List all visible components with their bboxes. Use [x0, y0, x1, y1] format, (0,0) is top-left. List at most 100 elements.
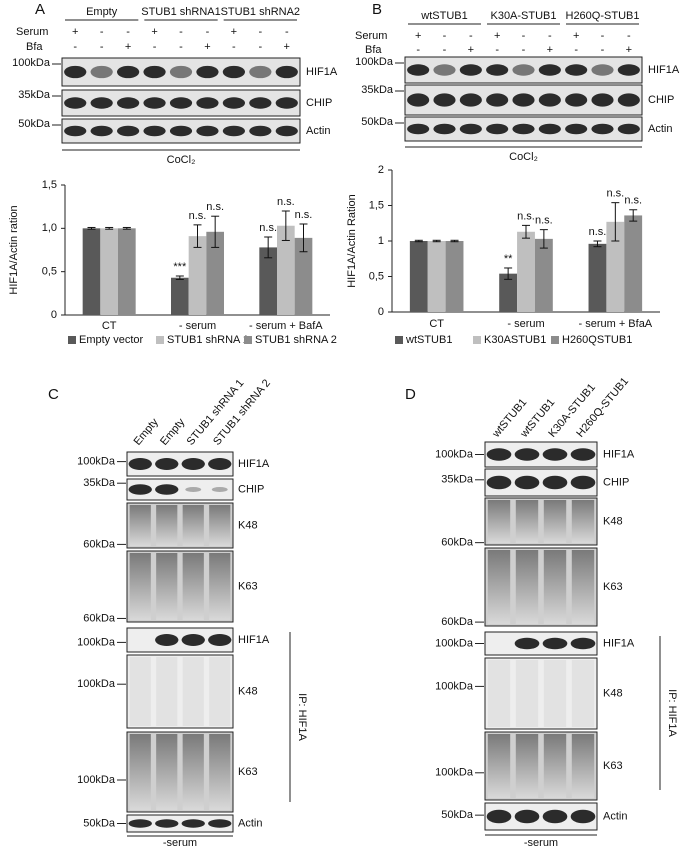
- blot-smear: [487, 500, 511, 543]
- bar: [294, 237, 313, 315]
- blot-label: Actin: [306, 125, 330, 137]
- bar: [171, 277, 189, 315]
- error-bar: [432, 239, 441, 243]
- blot-smear: [156, 734, 178, 810]
- error-bar: [264, 236, 273, 259]
- blot-band: [117, 97, 140, 109]
- blot-band: [143, 97, 166, 109]
- y-tick-label: 1,0: [42, 222, 57, 234]
- blot-label: HIF1A: [648, 64, 680, 76]
- bar: [624, 215, 643, 312]
- blot-band: [542, 475, 568, 490]
- group-label: wtSTUB1: [420, 10, 467, 22]
- condition-sign: -: [522, 44, 526, 56]
- error-bar: [87, 226, 96, 230]
- condition-sign: +: [72, 26, 78, 38]
- x-tick-label: CT: [429, 318, 444, 330]
- significance-label: n.s.: [606, 188, 624, 200]
- blot-band: [143, 125, 166, 137]
- blot-smear: [156, 553, 178, 620]
- blot-band: [90, 125, 113, 137]
- bar: [534, 238, 553, 312]
- blot-label: HIF1A: [238, 634, 270, 646]
- blot-label: HIF1A: [238, 458, 270, 470]
- group-label: K30A-STUB1: [490, 10, 556, 22]
- blot-band: [514, 637, 540, 650]
- condition-sign: +: [151, 26, 157, 38]
- legend-label: Empty vector: [79, 334, 144, 346]
- y-tick-label: 1,5: [42, 179, 57, 191]
- blot-band: [222, 125, 245, 137]
- y-tick-label: 0: [51, 309, 57, 321]
- blot-band: [155, 458, 179, 470]
- blot-smear: [487, 550, 511, 624]
- ip-label: IP: HIF1A: [296, 693, 308, 741]
- blot-smear: [515, 734, 539, 798]
- blot-smear: [487, 660, 511, 727]
- blot-band: [565, 123, 588, 135]
- group-label: STUB1 shRNA2: [221, 6, 300, 18]
- condition-sign: -: [443, 30, 447, 42]
- blot-band: [512, 64, 535, 76]
- condition-sign: -: [179, 26, 183, 38]
- error-bar: [504, 267, 513, 280]
- blot-smear: [209, 657, 231, 726]
- lane-label: H260Q-STUB1: [574, 375, 631, 439]
- condition-sign: -: [416, 44, 420, 56]
- blot-band: [542, 809, 568, 824]
- significance-label: n.s.: [206, 201, 224, 213]
- blot-band: [433, 93, 456, 107]
- error-bar: [450, 239, 459, 243]
- blot-label: Actin: [238, 817, 262, 829]
- size-marker: 60kDa: [83, 538, 116, 550]
- error-bar: [522, 224, 530, 239]
- blot-band: [64, 125, 87, 137]
- blot-band: [591, 64, 614, 76]
- x-tick-label: - serum + BfaA: [578, 318, 652, 330]
- condition-sign: -: [206, 26, 210, 38]
- blot-smear: [182, 505, 204, 546]
- blot-label: K48: [603, 515, 623, 527]
- condition-label: -serum: [163, 837, 197, 849]
- blot-label: HIF1A: [603, 448, 635, 460]
- panel-letter: A: [35, 1, 45, 18]
- blot-band: [117, 65, 140, 79]
- blot-smear: [129, 734, 151, 810]
- condition-sign: +: [468, 44, 474, 56]
- blot-band: [169, 97, 193, 109]
- legend-label: H260QSTUB1: [562, 334, 632, 346]
- blot: [484, 631, 598, 656]
- blot-band: [128, 484, 152, 495]
- blot-band: [514, 809, 540, 824]
- blot-band: [617, 64, 640, 76]
- bar: [206, 231, 224, 315]
- legend-swatch: [156, 336, 164, 344]
- bar: [82, 228, 101, 315]
- blot-band: [249, 65, 272, 79]
- blot-band: [512, 123, 535, 135]
- blot-band: [275, 125, 298, 137]
- blot-band: [143, 65, 166, 79]
- condition-sign: -: [601, 30, 605, 42]
- condition-sign: +: [547, 44, 553, 56]
- condition-sign: -: [73, 41, 77, 53]
- significance-label: n.s.: [535, 215, 553, 227]
- blot-smear: [129, 553, 151, 620]
- error-bar: [193, 224, 202, 248]
- blot-smear: [571, 734, 595, 798]
- blot-smear: [129, 657, 151, 726]
- blot-label: K48: [238, 519, 258, 531]
- x-tick-label: - serum + BafA: [249, 320, 323, 332]
- blot: [126, 814, 234, 833]
- condition-sign: -: [126, 26, 130, 38]
- blot-band: [275, 65, 298, 79]
- blot-band: [486, 64, 509, 76]
- significance-label: n.s.: [277, 196, 295, 208]
- bar: [517, 231, 535, 312]
- size-marker: 100kDa: [77, 774, 116, 786]
- condition-sign: -: [443, 44, 447, 56]
- panel-letter: B: [372, 1, 382, 18]
- size-marker: 35kDa: [441, 474, 474, 486]
- blot-band: [570, 448, 596, 461]
- size-marker: 100kDa: [435, 680, 474, 692]
